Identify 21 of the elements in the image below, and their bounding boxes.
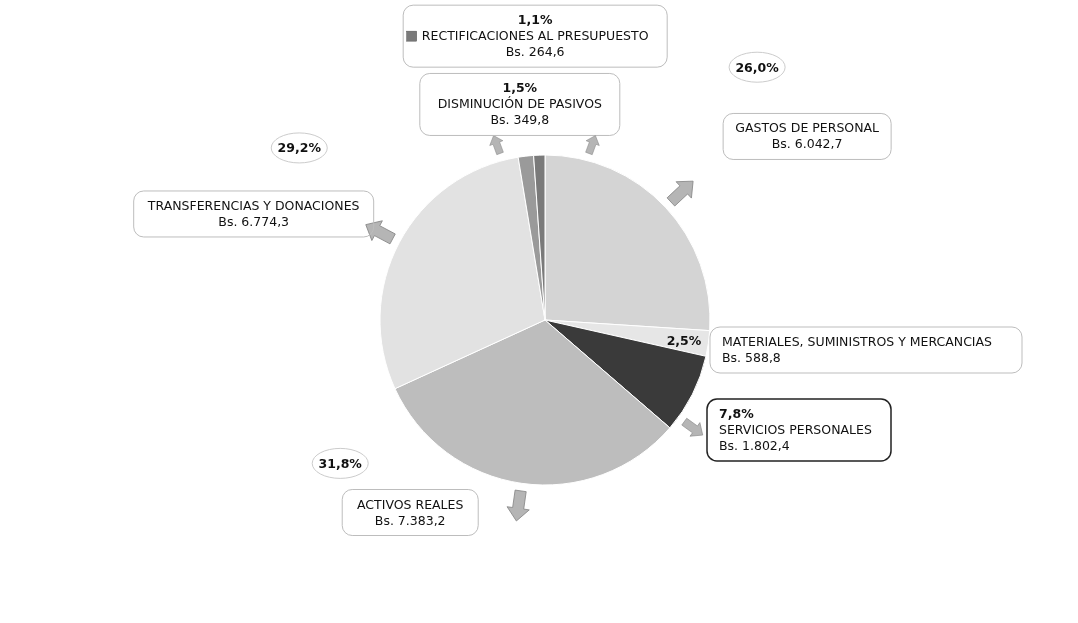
text: Bs. 588,8 (722, 350, 781, 365)
text: Bs. 1.802,4 (719, 438, 790, 453)
data-label: 31,8% (318, 455, 363, 471)
data-label: 2,5% (666, 332, 702, 348)
data-label: 1,5% (502, 80, 538, 96)
slice-label: ACTIVOS REALES (357, 496, 464, 512)
text: Bs. 6.042,7 (771, 136, 843, 152)
slice-label: MATERIALES, SUMINISTROS Y MERCANCIAS (722, 334, 993, 349)
data-label: 29,2% (277, 140, 322, 156)
data-label: 26,0% (735, 59, 780, 75)
data-label: 7,8% (719, 406, 755, 421)
slice-label: SERVICIOS PERSONALES (719, 422, 872, 437)
text: Bs. 6.774,3 (218, 213, 290, 229)
text: Bs. 264,6 (505, 44, 565, 60)
text: Bs. 349,8 (490, 112, 550, 128)
slice-label: DISMINUCIÓN DE PASIVOS (437, 96, 603, 112)
data-label: 1,1% (517, 12, 553, 28)
text: Bs. 7.383,2 (374, 512, 446, 528)
legend-label: RECTIFICACIONES AL PRESUPUESTO (421, 28, 649, 44)
slice-label: TRANSFERENCIAS Y DONACIONES (146, 197, 360, 213)
slice-label: GASTOS DE PERSONAL (735, 120, 880, 136)
